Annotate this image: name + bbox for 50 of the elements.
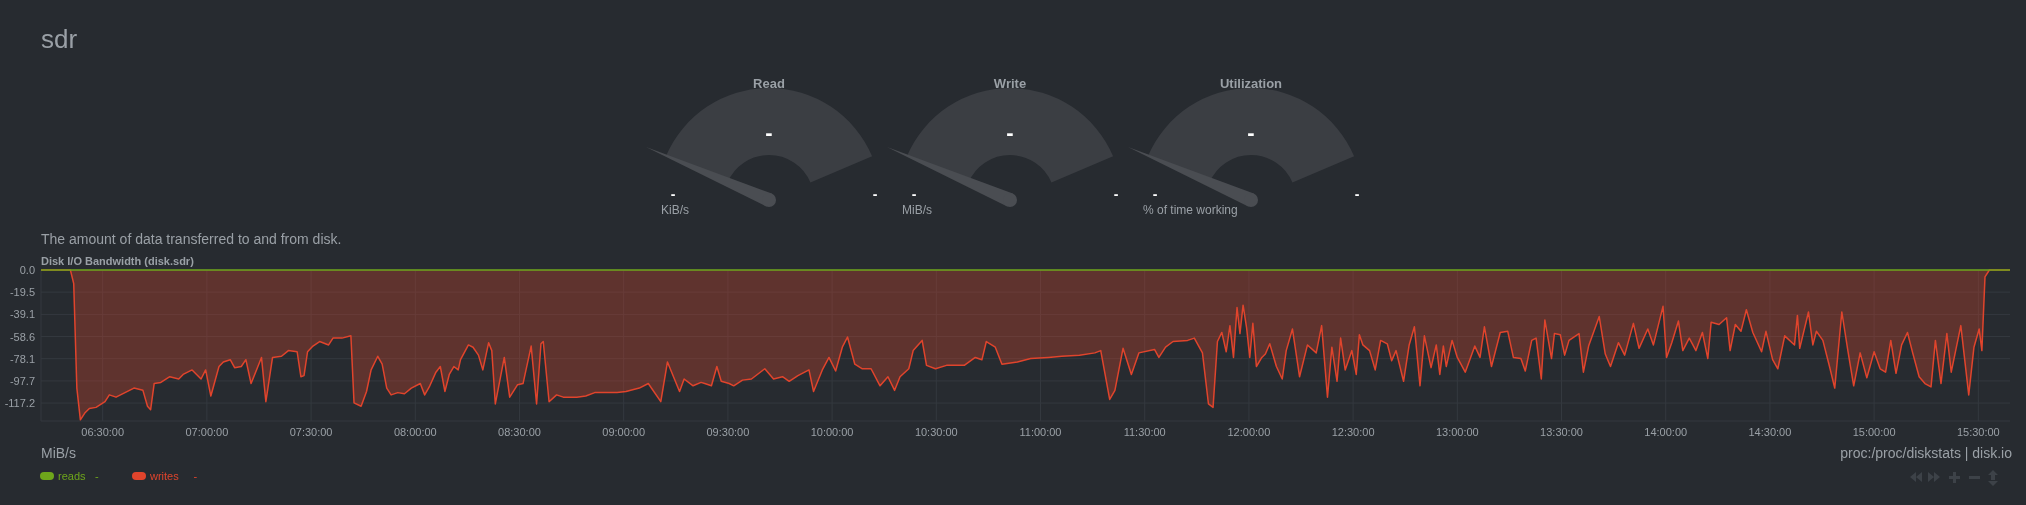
x-tick-label: 13:00:00	[1435, 426, 1479, 438]
text: -	[670, 186, 676, 202]
y-tick-label: -97.7	[9, 374, 35, 387]
text: MiB/s	[41, 445, 76, 461]
text: -	[1354, 186, 1360, 202]
x-tick-label: 08:00:00	[393, 426, 437, 438]
x-tick-label: 12:00:00	[1227, 426, 1271, 438]
y-tick-label: -58.6	[9, 330, 35, 343]
x-tick-label: 09:00:00	[602, 426, 646, 438]
legend-label: reads	[58, 470, 87, 482]
y-tick-label: 0.0	[19, 264, 35, 276]
text: -	[765, 120, 773, 145]
x-tick-label: 06:30:00	[81, 426, 125, 438]
text: -	[1152, 186, 1158, 202]
x-tick-label: 12:30:00	[1331, 426, 1375, 438]
x-tick-label: 10:00:00	[810, 426, 854, 438]
text: -	[95, 470, 99, 482]
y-tick-label: -19.5	[9, 286, 35, 299]
x-tick-label: 14:00:00	[1644, 426, 1688, 438]
x-tick-label: 13:30:00	[1540, 426, 1583, 438]
x-tick-label: 15:30:00	[1956, 426, 2000, 438]
text: -	[872, 186, 878, 202]
text: % of time working	[1143, 203, 1238, 217]
text: KiB/s	[661, 203, 690, 217]
y-tick-label: -117.2	[4, 397, 35, 410]
x-tick-label: 11:30:00	[1123, 426, 1166, 438]
legend-label: writes	[149, 470, 180, 482]
text: -	[1006, 120, 1014, 145]
x-tick-label: 15:00:00	[1852, 426, 1896, 438]
y-tick-label: -39.1	[9, 308, 35, 321]
x-tick-label: 09:30:00	[706, 426, 750, 438]
text: Write	[993, 76, 1027, 91]
text: Utilization	[1219, 76, 1283, 91]
x-tick-label: 07:00:00	[185, 426, 229, 438]
text: MiB/s	[902, 203, 932, 217]
text: Read	[753, 76, 785, 91]
chart-title: Disk I/O Bandwidth (disk.sdr)	[41, 255, 195, 267]
text: -	[1247, 120, 1255, 145]
x-tick-label: 10:30:00	[914, 426, 958, 438]
chart-subtitle: The amount of data transferred to and from disk.	[41, 231, 342, 247]
text: sdr	[41, 24, 78, 54]
text: -	[911, 186, 917, 202]
x-tick-label: 07:30:00	[289, 426, 333, 438]
text: proc:/proc/diskstats | disk.io	[1840, 445, 2013, 461]
text: -	[1113, 186, 1119, 202]
x-tick-label: 08:30:00	[498, 426, 541, 438]
y-tick-label: -78.1	[9, 352, 35, 365]
x-tick-label: 11:00:00	[1019, 426, 1062, 438]
x-tick-label: 14:30:00	[1748, 426, 1792, 438]
text: -	[193, 470, 198, 482]
